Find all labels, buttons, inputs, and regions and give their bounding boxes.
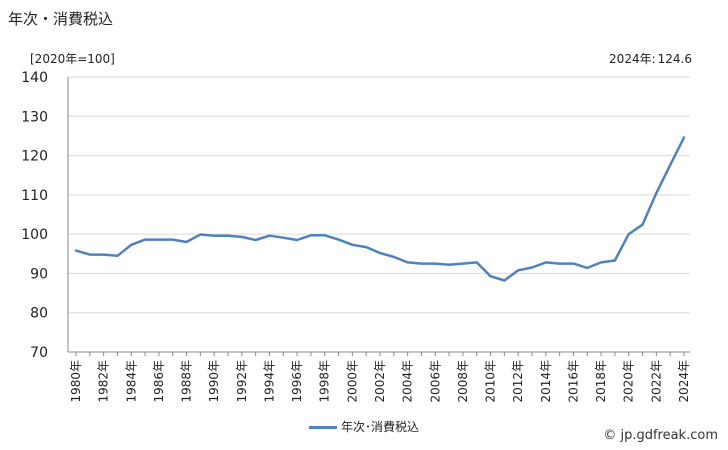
x-tick-label: 1998年 bbox=[318, 360, 332, 403]
x-tick-label: 2012年 bbox=[511, 360, 525, 403]
x-tick-label: 2018年 bbox=[594, 360, 608, 403]
x-tick-label: 1980年 bbox=[69, 360, 83, 403]
legend: 年次･消費税込 bbox=[0, 418, 728, 435]
x-tick-label: 2004年 bbox=[401, 360, 415, 403]
x-tick-label: 2006年 bbox=[428, 360, 442, 403]
y-tick-label: 140 bbox=[21, 70, 48, 86]
x-tick-label: 1996年 bbox=[290, 360, 304, 403]
y-unit-label: [2020年=100] bbox=[30, 52, 115, 66]
x-tick-label: 2022年 bbox=[649, 360, 663, 403]
x-tick-label: 2024年 bbox=[677, 360, 691, 403]
latest-year: 2024年: bbox=[609, 52, 656, 66]
y-tick-label: 100 bbox=[21, 227, 48, 243]
y-tick-label: 130 bbox=[21, 109, 48, 125]
latest-value-label: 2024年: 124.6 bbox=[609, 50, 692, 67]
x-tick-label: 2020年 bbox=[622, 360, 636, 403]
source-credit: © jp.gdfreak.com bbox=[603, 428, 718, 443]
legend-label: 年次･消費税込 bbox=[340, 420, 419, 434]
x-tick-label: 2010年 bbox=[484, 360, 498, 403]
x-tick-label: 1990年 bbox=[207, 360, 221, 403]
x-tick-label: 2002年 bbox=[373, 360, 387, 403]
y-tick-label: 110 bbox=[21, 188, 48, 204]
x-tick-label: 1992年 bbox=[235, 360, 249, 403]
x-tick-label: 1988年 bbox=[180, 360, 194, 403]
latest-value: 124.6 bbox=[657, 52, 692, 66]
y-tick-label: 90 bbox=[30, 266, 48, 282]
x-tick-label: 2014年 bbox=[539, 360, 553, 403]
y-tick-label: 70 bbox=[30, 345, 48, 361]
x-tick-label: 1982年 bbox=[97, 360, 111, 403]
series-line bbox=[74, 136, 686, 282]
y-tick-label: 80 bbox=[30, 306, 48, 322]
x-tick-label: 2008年 bbox=[456, 360, 470, 403]
x-tick-label: 2016年 bbox=[566, 360, 580, 403]
x-tick-label: 1994年 bbox=[262, 360, 276, 403]
x-tick-label: 1986年 bbox=[152, 360, 166, 403]
chart-title: 年次・消費税込 bbox=[8, 10, 114, 28]
y-tick-label: 120 bbox=[21, 149, 48, 165]
x-tick-label: 2000年 bbox=[345, 360, 359, 403]
x-tick-label: 1984年 bbox=[124, 360, 138, 403]
legend-swatch bbox=[308, 426, 337, 429]
